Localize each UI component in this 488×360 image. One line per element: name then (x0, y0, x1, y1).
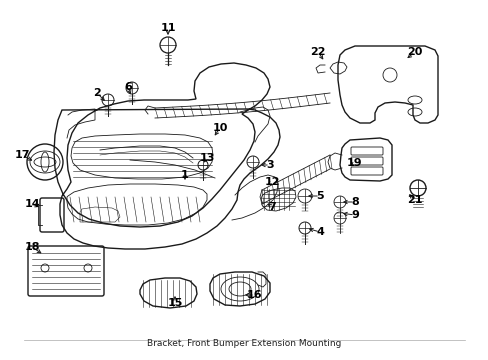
Text: 8: 8 (350, 197, 358, 207)
Text: 13: 13 (199, 153, 214, 163)
Text: 21: 21 (407, 195, 422, 205)
Text: 19: 19 (346, 158, 362, 168)
Text: 16: 16 (246, 290, 262, 300)
Text: 4: 4 (315, 227, 323, 237)
Text: 17: 17 (14, 150, 30, 160)
Text: 15: 15 (167, 298, 183, 308)
Text: 14: 14 (24, 199, 40, 209)
Text: 22: 22 (309, 47, 325, 57)
Text: 6: 6 (124, 82, 132, 92)
Text: 9: 9 (350, 210, 358, 220)
Text: 18: 18 (24, 242, 40, 252)
Text: Bracket, Front Bumper Extension Mounting: Bracket, Front Bumper Extension Mounting (147, 339, 341, 348)
Text: 12: 12 (264, 177, 279, 187)
Text: 3: 3 (265, 160, 273, 170)
Text: 20: 20 (407, 47, 422, 57)
Text: 5: 5 (316, 191, 323, 201)
Text: 1: 1 (181, 170, 188, 180)
Text: 11: 11 (160, 23, 175, 33)
Text: 2: 2 (93, 88, 101, 98)
Text: 7: 7 (267, 202, 275, 212)
Text: 10: 10 (212, 123, 227, 133)
